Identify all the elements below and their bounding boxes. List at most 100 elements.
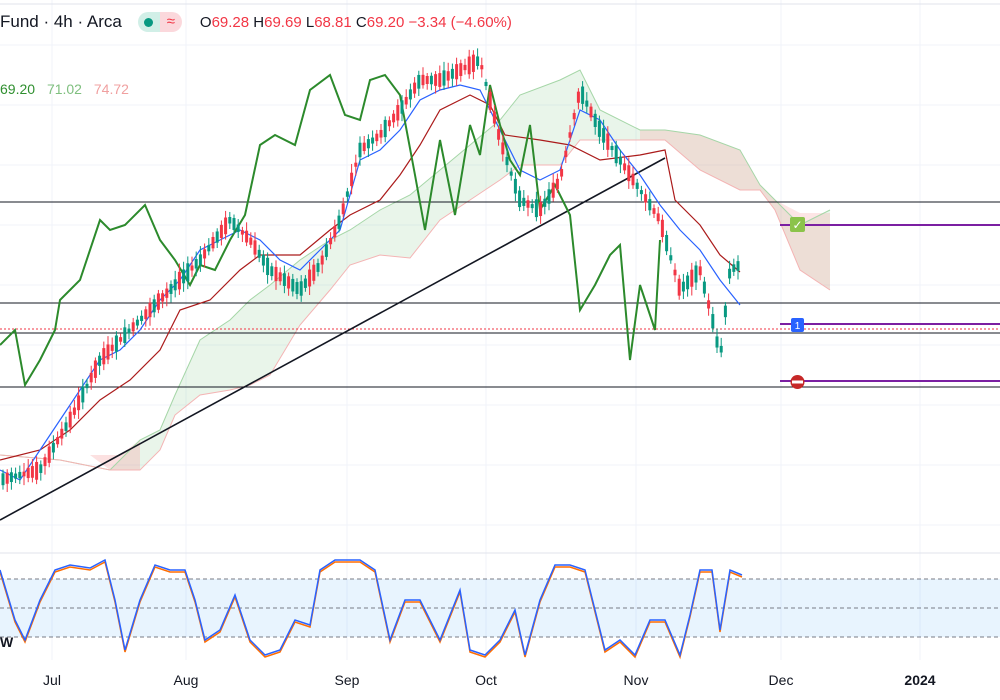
time-axis[interactable]: Jul Aug Sep Oct Nov Dec 2024	[0, 672, 1000, 692]
order-markers[interactable]: ✓1	[780, 217, 1000, 389]
xaxis-label-nov: Nov	[623, 672, 649, 688]
candle-body	[732, 264, 736, 272]
candle-body	[198, 254, 202, 265]
open-value: 69.28	[211, 13, 250, 31]
candle-body	[345, 191, 349, 197]
candle-body	[551, 182, 555, 198]
candle-body	[56, 437, 60, 445]
candle-body	[417, 74, 421, 89]
candle-body	[232, 218, 236, 230]
candle-body	[249, 237, 253, 245]
candle-body	[539, 202, 543, 217]
ichimoku-value-2: 71.02	[46, 81, 82, 97]
candle-body	[287, 276, 291, 289]
candle-body	[513, 178, 517, 194]
candle-body	[182, 269, 186, 284]
candle-body	[207, 245, 211, 252]
candle-body	[152, 299, 156, 313]
candle-body	[404, 96, 408, 105]
candle-body	[442, 70, 446, 86]
candle-body	[266, 257, 270, 276]
candle-body	[522, 197, 526, 206]
candle-body	[665, 234, 669, 252]
candle-body	[702, 281, 706, 294]
candle-body	[459, 63, 463, 77]
xaxis-label-dec: Dec	[768, 672, 794, 688]
candle-body	[85, 383, 89, 389]
candle-body	[245, 230, 249, 243]
candle-body	[673, 269, 677, 276]
candle-body	[173, 279, 177, 291]
kumo-green-fill	[0, 70, 830, 470]
candle-body	[190, 265, 194, 271]
symbol-title[interactable]: Fund · 4h · Arca	[0, 12, 122, 31]
candle-body	[484, 81, 488, 87]
candle-body	[358, 142, 362, 158]
trend-line[interactable]	[0, 157, 666, 521]
candle-body	[14, 473, 18, 479]
candle-body	[64, 422, 68, 431]
candle-body	[270, 266, 274, 277]
candle-body	[396, 105, 400, 121]
candle-body	[408, 89, 412, 100]
candle-body	[450, 68, 454, 79]
candle-body	[333, 226, 337, 238]
candle-body	[471, 54, 475, 72]
ichimoku-cloud	[0, 69, 831, 471]
candle-body	[686, 275, 690, 290]
candle-body	[576, 91, 580, 103]
stoch-k-line	[0, 558, 743, 658]
candle-body	[18, 471, 22, 479]
candle-body	[329, 238, 333, 245]
candle-body	[526, 200, 530, 208]
candle-body	[644, 194, 648, 203]
entry-marker-label: 1	[795, 321, 801, 332]
candle-body	[371, 137, 375, 144]
candle-body	[102, 348, 106, 365]
candle-body	[312, 264, 316, 281]
candle-body	[140, 315, 144, 322]
candle-body	[215, 231, 219, 243]
candle-body	[455, 64, 459, 80]
tenkan-sen	[0, 84, 741, 481]
candle-body	[560, 169, 564, 177]
candle-body	[316, 263, 320, 272]
wave-icon[interactable]: ≈	[159, 12, 182, 32]
candle-body	[26, 467, 30, 479]
candle-body	[555, 178, 559, 189]
candle-body	[652, 208, 656, 214]
candle-body	[467, 56, 471, 75]
candle-body	[282, 273, 286, 286]
kijun-sen	[0, 94, 741, 461]
stop-marker-bar	[792, 380, 803, 384]
candle-body	[492, 111, 496, 124]
candle-body	[89, 372, 93, 383]
candle-body	[295, 282, 299, 294]
candle-body	[509, 171, 513, 176]
ichimoku-value-1: 69.20	[0, 81, 36, 97]
high-value: 69.69	[264, 13, 302, 31]
candle-body	[463, 64, 467, 71]
candle-body	[236, 224, 240, 232]
oscillator-label: W	[0, 634, 14, 650]
status-dot-icon[interactable]	[137, 12, 160, 32]
candle-body	[211, 236, 215, 249]
candle-body	[698, 266, 702, 276]
candle-body	[203, 249, 207, 259]
candle-body	[400, 100, 404, 114]
candle-body	[690, 269, 694, 287]
low-value: 68.81	[314, 13, 352, 31]
candle-body	[5, 472, 9, 484]
visibility-toggle[interactable]: ≈	[137, 12, 182, 32]
candle-body	[564, 150, 568, 158]
kumo-red-fill-early	[90, 440, 140, 470]
candle-body	[572, 112, 576, 120]
candle-body	[669, 255, 673, 261]
candle-body	[320, 255, 324, 265]
candle-body	[123, 327, 127, 344]
candle-body	[161, 293, 165, 302]
trend-line-segment	[0, 157, 666, 521]
senkou-span-b	[0, 139, 831, 471]
stochastic-rsi-pane	[0, 558, 1000, 660]
